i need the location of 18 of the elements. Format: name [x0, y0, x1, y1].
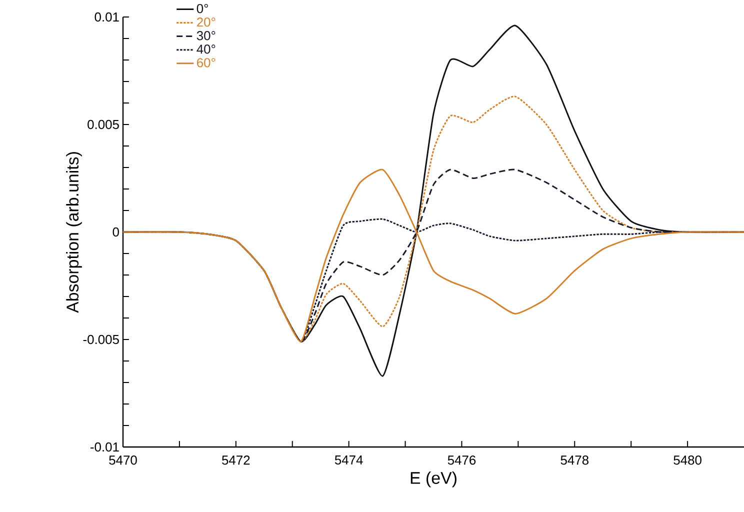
x-tick-label: 5470: [109, 456, 137, 465]
y-tick-label: 0.01: [94, 12, 119, 22]
x-tick-label: 5476: [448, 456, 476, 465]
x-tick-label: 5480: [674, 456, 702, 465]
legend-label: 20°: [197, 18, 216, 27]
y-tick-label: -0.01: [90, 442, 119, 452]
legend-label: 0°: [196, 4, 208, 14]
x-tick-label: 5474: [334, 456, 363, 465]
y-tick-label: 0.005: [88, 120, 119, 130]
y-axis-title: Absorption (arb.units): [66, 152, 82, 313]
x-tick-label: 5478: [560, 456, 588, 465]
x-axis-title: E (eV): [410, 472, 456, 488]
legend-label: 40°: [196, 44, 216, 54]
x-tick-label: 5472: [222, 456, 250, 465]
y-tick-label: 0: [112, 227, 119, 237]
legend-label: 30°: [196, 31, 216, 40]
y-tick-label: -0.005: [83, 334, 119, 344]
legend-label: 60°: [197, 58, 216, 68]
